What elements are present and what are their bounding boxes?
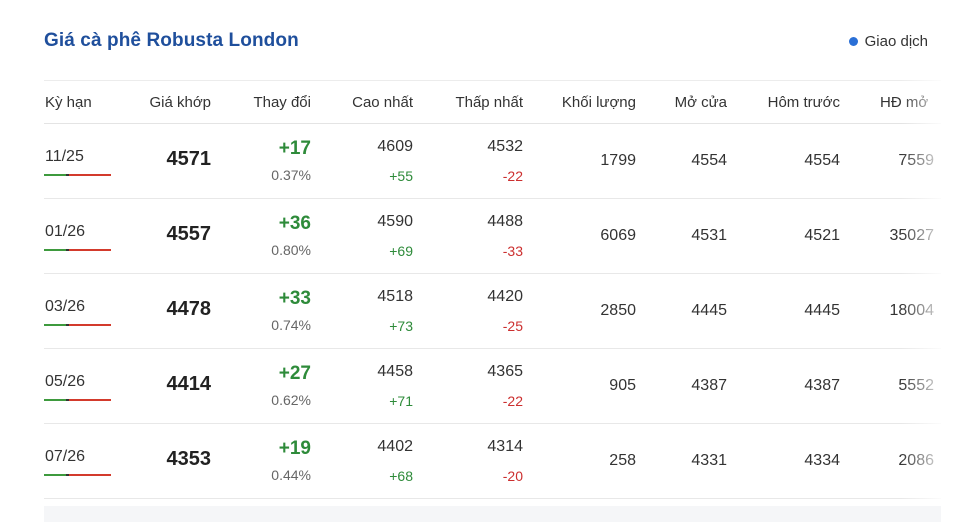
volume-value: 2850: [600, 302, 636, 319]
col-open[interactable]: Mở cửa: [674, 94, 727, 111]
prev-close-value: 4554: [804, 152, 840, 169]
volume-value: 1799: [600, 152, 636, 169]
volume-value: 905: [609, 377, 636, 394]
low-value: 4365: [487, 363, 523, 380]
open-value: 4387: [691, 377, 727, 394]
table-header: Kỳ hạn Giá khớp Thay đổi Cao nhất Thấp n…: [44, 80, 941, 124]
low-change: -25: [502, 318, 523, 334]
low-value: 4420: [487, 288, 523, 305]
change-value: +19: [278, 438, 311, 459]
open-value: 4331: [691, 452, 727, 469]
change-percent: 0.37%: [271, 167, 311, 183]
table-row[interactable]: 05/26 4414 +27 0.62% 4458 +71 4365 -22 9…: [44, 349, 941, 424]
high-value: 4590: [377, 213, 413, 230]
low-change: -20: [502, 468, 523, 484]
low-value: 4314: [487, 438, 523, 455]
open-value: 4554: [691, 152, 727, 169]
col-volume[interactable]: Khối lượng: [561, 94, 636, 111]
change-percent: 0.80%: [271, 242, 311, 258]
prev-close-value: 4445: [804, 302, 840, 319]
change-percent: 0.74%: [271, 317, 311, 333]
term-label: 07/26: [45, 448, 86, 465]
high-value: 4518: [377, 288, 413, 305]
high-value: 4402: [377, 438, 413, 455]
open-value: 4531: [691, 227, 727, 244]
high-value: 4458: [377, 363, 413, 380]
col-term[interactable]: Kỳ hạn: [45, 94, 92, 111]
prev-close-value: 4521: [804, 227, 840, 244]
trading-status: Giao dịch: [848, 33, 928, 50]
prev-close-value: 4387: [804, 377, 840, 394]
panel-title: Giá cà phê Robusta London: [44, 30, 299, 51]
change-value: +36: [278, 213, 311, 234]
volume-value: 6069: [600, 227, 636, 244]
table-row[interactable]: 03/26 4478 +33 0.74% 4518 +73 4420 -25 2…: [44, 274, 941, 349]
high-change: +68: [389, 468, 413, 484]
table-footer-strip: [44, 506, 941, 522]
low-change: -33: [502, 243, 523, 259]
volume-value: 258: [609, 452, 636, 469]
change-percent: 0.44%: [271, 467, 311, 483]
term-label: 03/26: [45, 298, 86, 315]
match-price: 4414: [166, 373, 212, 395]
high-change: +71: [389, 393, 413, 409]
high-change: +73: [389, 318, 413, 334]
match-price: 4571: [166, 148, 212, 170]
price-range-bar: [44, 249, 111, 251]
low-value: 4532: [487, 138, 523, 155]
col-change[interactable]: Thay đổi: [253, 94, 311, 111]
low-value: 4488: [487, 213, 523, 230]
match-price: 4557: [166, 223, 212, 245]
term-label: 11/25: [45, 148, 84, 165]
low-change: -22: [502, 168, 523, 184]
col-prev[interactable]: Hôm trước: [767, 94, 840, 111]
table-row[interactable]: 11/25 4571 +17 0.37% 4609 +55 4532 -22 1…: [44, 124, 941, 199]
scroll-fade: [901, 80, 941, 522]
match-price: 4478: [166, 298, 212, 320]
change-value: +27: [278, 363, 311, 384]
price-range-bar: [44, 474, 111, 476]
change-value: +33: [278, 288, 311, 309]
col-price[interactable]: Giá khớp: [149, 94, 211, 111]
table-row[interactable]: 01/26 4557 +36 0.80% 4590 +69 4488 -33 6…: [44, 199, 941, 274]
price-range-bar: [44, 174, 111, 176]
col-high[interactable]: Cao nhất: [352, 94, 413, 111]
price-range-bar: [44, 399, 111, 401]
high-change: +69: [389, 243, 413, 259]
open-value: 4445: [691, 302, 727, 319]
match-price: 4353: [166, 448, 212, 470]
table-row[interactable]: 07/26 4353 +19 0.44% 4402 +68 4314 -20 2…: [44, 424, 941, 499]
status-dot-icon: [848, 37, 858, 46]
term-label: 01/26: [45, 223, 86, 240]
high-change: +55: [389, 168, 413, 184]
high-value: 4609: [377, 138, 413, 155]
low-change: -22: [502, 393, 523, 409]
term-label: 05/26: [45, 373, 86, 390]
price-table: Kỳ hạn Giá khớp Thay đổi Cao nhất Thấp n…: [44, 80, 941, 522]
change-percent: 0.62%: [271, 392, 311, 408]
status-label: Giao dịch: [864, 33, 928, 50]
change-value: +17: [278, 138, 311, 159]
prev-close-value: 4334: [804, 452, 840, 469]
price-range-bar: [44, 324, 111, 326]
col-low[interactable]: Thấp nhất: [455, 94, 523, 111]
